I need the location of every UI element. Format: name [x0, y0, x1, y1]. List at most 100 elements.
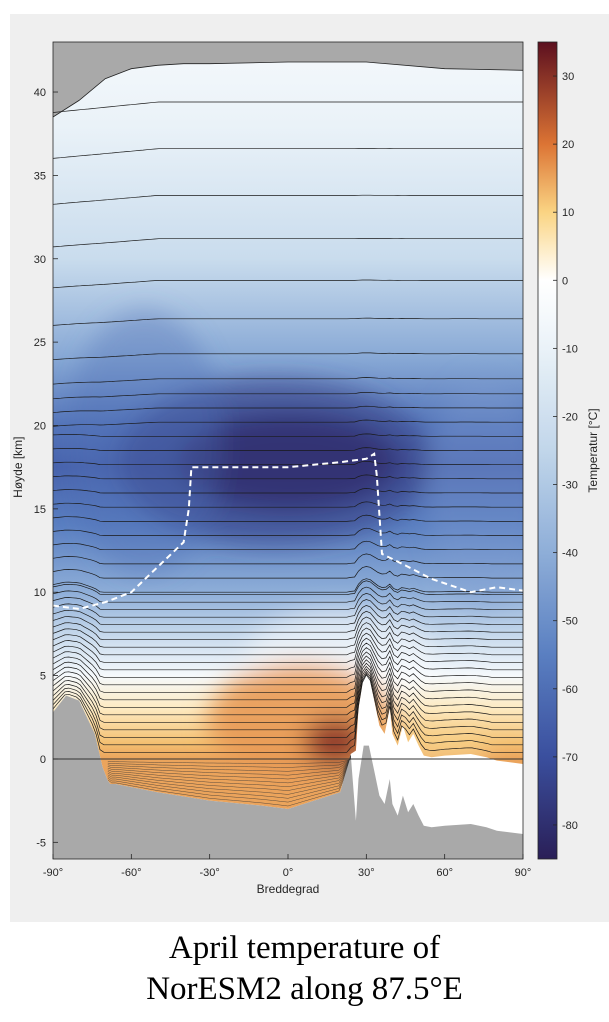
- model-level-line: [107, 755, 351, 807]
- model-level-line: [53, 148, 523, 159]
- model-level-line: [53, 514, 523, 522]
- y-tick-label: 35: [34, 170, 46, 182]
- model-level-line: [53, 651, 523, 693]
- model-level-line: [53, 553, 523, 565]
- model-level-line: [53, 662, 523, 716]
- colorbar-tick-label: 30: [562, 71, 574, 83]
- model-level-line: [107, 758, 351, 772]
- hot-surface-blob: [303, 718, 367, 766]
- model-level-line: [53, 238, 523, 248]
- y-tick-label: 40: [34, 87, 46, 99]
- model-level-line: [53, 593, 523, 611]
- model-level-line: [107, 758, 351, 776]
- y-axis-label: Høyde [km]: [11, 437, 25, 498]
- model-level-line: [53, 566, 523, 579]
- model-level-line: [107, 756, 351, 795]
- cold-east-blob: [426, 375, 523, 609]
- model-level-line: [107, 757, 351, 780]
- model-level-line: [53, 391, 523, 400]
- model-level-line: [53, 672, 523, 746]
- model-level-line: [53, 488, 523, 494]
- model-level-line: [53, 377, 523, 385]
- y-tick-label: 0: [40, 754, 46, 766]
- model-level-line: [53, 317, 523, 326]
- y-tick-label: 15: [34, 504, 46, 516]
- model-level-line: [107, 758, 351, 768]
- model-level-line: [53, 605, 523, 626]
- model-level-line: [53, 642, 523, 678]
- x-tick-label: -90°: [43, 867, 63, 879]
- model-level-line: [53, 194, 523, 205]
- colorbar-tick-label: -60: [562, 684, 578, 696]
- x-tick-label: 30°: [358, 867, 375, 879]
- x-tick-label: -30°: [200, 867, 220, 879]
- model-level-line: [53, 405, 523, 413]
- model-level-line: [53, 674, 523, 753]
- model-level-line: [53, 665, 523, 723]
- model-level-line: [107, 757, 351, 787]
- model-level-line: [53, 632, 523, 663]
- y-tick-label: 30: [34, 254, 46, 266]
- caption-line-2: NorESM2 along 87.5°E: [146, 971, 463, 1007]
- ground-mask: [53, 695, 523, 859]
- model-level-lines: [53, 101, 523, 807]
- model-level-line: [53, 474, 523, 480]
- y-tick-label: -5: [36, 837, 46, 849]
- cold-west-blob: [66, 308, 223, 576]
- model-level-line: [53, 580, 523, 596]
- model-level-line: [53, 460, 523, 466]
- colorbar-tick-label: 20: [562, 139, 574, 151]
- tropopause-dashed-line: [53, 452, 523, 610]
- colorbar: [537, 41, 558, 860]
- model-level-line: [53, 352, 523, 361]
- model-level-line: [107, 759, 351, 764]
- colorbar-label: Temperatur [°C]: [586, 408, 600, 492]
- colorbar-tick-label: -30: [562, 480, 578, 492]
- colorbar-tick-label: -10: [562, 343, 578, 355]
- model-level-line: [53, 501, 523, 508]
- temperature-anomaly-layer: [66, 308, 523, 781]
- above-model-top-mask: [53, 42, 523, 117]
- colorbar-tick-label: -50: [562, 616, 578, 628]
- x-tick-label: -60°: [121, 867, 141, 879]
- y-tick-label: 5: [40, 671, 46, 683]
- model-level-line: [53, 527, 523, 536]
- model-level-line: [107, 757, 351, 784]
- model-level-line: [53, 668, 523, 731]
- model-level-line: [53, 586, 523, 603]
- colorbar-tick-label: 10: [562, 207, 574, 219]
- model-level-line: [53, 622, 523, 648]
- model-level-line: [53, 540, 523, 551]
- model-level-line: [53, 101, 523, 113]
- x-tick-label: 60°: [436, 867, 453, 879]
- caption-line-1: April temperature of: [168, 930, 441, 966]
- model-level-line: [53, 610, 523, 633]
- model-level-line: [53, 433, 523, 437]
- model-level-line: [53, 419, 523, 427]
- x-tick-label: 0°: [283, 867, 294, 879]
- model-level-line: [53, 279, 523, 289]
- colorbar-tick-label: -20: [562, 411, 578, 423]
- figure-caption: April temperature of NorESM2 along 87.5°…: [0, 928, 609, 1010]
- y-tick-label: 10: [34, 587, 46, 599]
- model-level-line: [53, 447, 523, 451]
- model-level-line: [53, 637, 523, 671]
- model-top-line: [53, 61, 523, 118]
- colorbar-tick-label: -70: [562, 752, 578, 764]
- model-level-line: [107, 756, 351, 791]
- figure-panel: -90° -60° -30° 0° 30° 60° 90° -5 0 5 10 15 20 25 30 35 4…: [10, 14, 609, 922]
- model-level-line: [53, 670, 523, 738]
- model-level-line: [107, 755, 351, 799]
- colorbar-tick-label: -40: [562, 548, 578, 560]
- y-tick-label: 20: [34, 420, 46, 432]
- model-level-line: [53, 647, 523, 686]
- model-level-line: [107, 755, 351, 803]
- model-level-line: [53, 627, 523, 656]
- colorbar-tick-label: 0: [562, 275, 568, 287]
- y-tick-label: 25: [34, 337, 46, 349]
- x-axis-label: Breddegrad: [257, 882, 320, 896]
- model-level-line: [53, 655, 523, 701]
- colorbar-tick-label: -80: [562, 820, 578, 832]
- temperature-cross-section-chart: -90° -60° -30° 0° 30° 60° 90°-5051015202530354…: [11, 41, 600, 896]
- x-tick-label: 90°: [515, 867, 532, 879]
